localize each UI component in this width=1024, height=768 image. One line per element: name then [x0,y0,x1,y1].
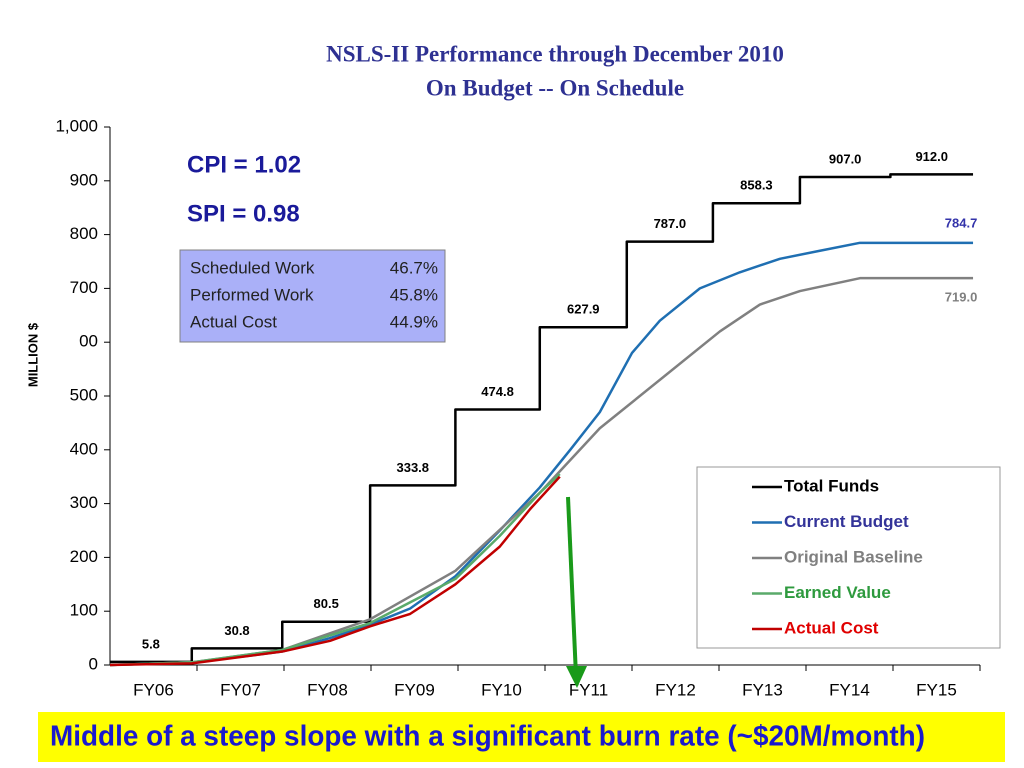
series-line [109,475,561,667]
plot-area: 0 100 200 300 400 500 00 700 800 900 1,000 FY06 FY07… [55,116,981,699]
y-tick-label: 1,000 [55,116,98,135]
panel-value: 44.9% [390,312,438,331]
data-label: 719.0 [945,290,978,305]
legend-box [696,466,1001,649]
data-label: 474.8 [481,384,514,399]
panel-label: Scheduled Work [190,258,315,277]
legend-label: Earned Value [784,583,891,602]
series-line [110,173,974,664]
spi-label: SPI = 0.98 [187,200,300,227]
arrow [566,496,578,677]
y-tick-label: 200 [70,547,98,566]
x-tick-label: FY14 [829,680,870,699]
x-tick-label: FY13 [742,680,783,699]
legend-label: Total Funds [784,476,879,495]
data-label: 333.8 [396,460,429,475]
y-axis-label: MILLION $ [25,322,40,387]
legend: Total Funds Current Budget Original Baseli… [752,476,923,637]
x-tick-label: FY15 [916,680,957,699]
data-label: 627.9 [567,302,600,317]
arrow-head [566,666,587,688]
data-label: 30.8 [224,623,249,638]
y-tick-label: 800 [70,224,98,243]
y-tick-label: 00 [79,332,98,351]
legend-label: Actual Cost [784,618,879,637]
y-tick-label: 300 [70,493,98,512]
data-label: 784.7 [945,215,978,230]
x-tick-label: FY07 [220,680,261,699]
data-label: 907.0 [829,151,862,166]
panel-label: Actual Cost [190,312,277,331]
y-tick-label: 900 [70,170,98,189]
x-tick-label: FY08 [307,680,348,699]
data-label: 5.8 [142,636,160,651]
y-tick-label: 100 [70,601,98,620]
data-label: 787.0 [654,216,687,231]
y-tick-label: 400 [70,439,98,458]
y-tick-label: 500 [70,385,98,404]
legend-label: Current Budget [784,512,909,531]
chart-title: NSLS-II Performance through December 201… [326,41,784,66]
data-label: 80.5 [314,596,339,611]
panel-value: 45.8% [390,285,438,304]
chart-subtitle: On Budget -- On Schedule [426,75,684,100]
x-tick-label: FY09 [394,680,435,699]
banner-box [38,712,1005,762]
x-tick-label: FY10 [481,680,522,699]
x-tick-label: FY06 [133,680,174,699]
data-label: 858.3 [740,178,773,193]
banner-text: Middle of a steep slope with a significa… [50,721,925,753]
panel-value: 46.7% [390,258,438,277]
legend-label: Original Baseline [784,547,923,566]
panel-label: Performed Work [190,285,314,304]
y-tick-label: 700 [70,278,98,297]
data-label: 912.0 [915,149,948,164]
y-tick-label: 0 [89,654,98,673]
x-tick-label: FY12 [655,680,696,699]
x-tick-label: FY11 [569,680,608,699]
cpi-label: CPI = 1.02 [187,151,301,178]
panel-box [179,249,446,343]
